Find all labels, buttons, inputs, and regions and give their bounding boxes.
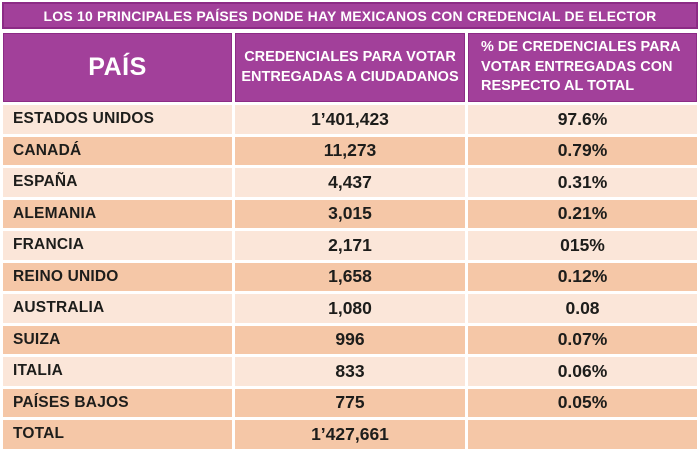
country-cell: PAÍSES BAJOS xyxy=(3,388,232,417)
credentials-cell: 1’401,423 xyxy=(235,105,465,134)
table-row: ESTADOS UNIDOS 1’401,423 97.6% xyxy=(3,105,697,134)
table-row: AUSTRALIA 1,080 0.08 xyxy=(3,294,697,323)
percent-cell: 0.07% xyxy=(468,325,697,354)
credentials-cell: 1,658 xyxy=(235,262,465,291)
percent-cell: 0.08 xyxy=(468,294,697,323)
country-cell: FRANCIA xyxy=(3,231,232,260)
country-cell: CANADÁ xyxy=(3,136,232,165)
credentials-cell: 4,437 xyxy=(235,168,465,197)
percent-cell: 97.6% xyxy=(468,105,697,134)
country-cell: ESTADOS UNIDOS xyxy=(3,105,232,134)
country-cell: ALEMANIA xyxy=(3,199,232,228)
country-cell: SUIZA xyxy=(3,325,232,354)
country-cell: ITALIA xyxy=(3,357,232,386)
column-header-country: PAÍS xyxy=(3,33,232,102)
percent-cell: 0.06% xyxy=(468,357,697,386)
credentials-table: PAÍS CREDENCIALES PARA VOTAR ENTREGADAS … xyxy=(0,30,700,452)
credentials-cell: 2,171 xyxy=(235,231,465,260)
column-header-percent: % DE CREDENCIALES PARA VOTAR ENTREGADAS … xyxy=(468,33,697,102)
table-row: CANADÁ 11,273 0.79% xyxy=(3,136,697,165)
table-row: ITALIA 833 0.06% xyxy=(3,357,697,386)
column-header-credentials: CREDENCIALES PARA VOTAR ENTREGADAS A CIU… xyxy=(235,33,465,102)
table-row: ALEMANIA 3,015 0.21% xyxy=(3,199,697,228)
percent-cell: 0.79% xyxy=(468,136,697,165)
table-row: REINO UNIDO 1,658 0.12% xyxy=(3,262,697,291)
table-header-row: PAÍS CREDENCIALES PARA VOTAR ENTREGADAS … xyxy=(3,33,697,102)
credentials-cell: 775 xyxy=(235,388,465,417)
table-body: ESTADOS UNIDOS 1’401,423 97.6% CANADÁ 11,273… xyxy=(3,105,697,449)
country-cell: AUSTRALIA xyxy=(3,294,232,323)
credentials-cell: 833 xyxy=(235,357,465,386)
credentials-cell: 11,273 xyxy=(235,136,465,165)
country-cell: REINO UNIDO xyxy=(3,262,232,291)
percent-cell: 0.05% xyxy=(468,388,697,417)
percent-cell: 0.12% xyxy=(468,262,697,291)
table-row: PAÍSES BAJOS 775 0.05% xyxy=(3,388,697,417)
credentials-cell: 1,080 xyxy=(235,294,465,323)
percent-cell: 015% xyxy=(468,231,697,260)
percent-cell: 0.21% xyxy=(468,199,697,228)
table-row: ESPAÑA 4,437 0.31% xyxy=(3,168,697,197)
credentials-cell: 3,015 xyxy=(235,199,465,228)
table-title-bar: LOS 10 PRINCIPALES PAÍSES DONDE HAY MEXI… xyxy=(2,2,698,29)
credentials-cell: 1’427,661 xyxy=(235,420,465,449)
percent-cell: 0.31% xyxy=(468,168,697,197)
table-title: LOS 10 PRINCIPALES PAÍSES DONDE HAY MEXI… xyxy=(43,7,657,24)
table-row: FRANCIA 2,171 015% xyxy=(3,231,697,260)
percent-cell xyxy=(468,420,697,449)
credentials-cell: 996 xyxy=(235,325,465,354)
table-row: TOTAL 1’427,661 xyxy=(3,420,697,449)
country-cell: ESPAÑA xyxy=(3,168,232,197)
country-cell: TOTAL xyxy=(3,420,232,449)
table-row: SUIZA 996 0.07% xyxy=(3,325,697,354)
